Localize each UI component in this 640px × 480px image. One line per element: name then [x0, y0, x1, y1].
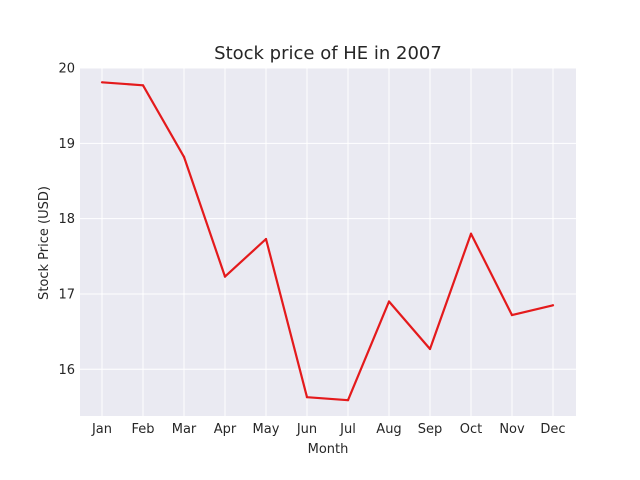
- data-point: [182, 155, 186, 158]
- y-tick-label: 20: [58, 62, 75, 77]
- data-point: [428, 347, 432, 351]
- x-axis-label: Month: [308, 442, 349, 457]
- series-layer: [100, 81, 555, 402]
- y-tick-labels: 16 17 18 19 20: [58, 62, 75, 378]
- x-tick-label: May: [253, 422, 280, 437]
- x-tick-label: Sep: [418, 422, 443, 437]
- data-point: [100, 81, 104, 84]
- data-point: [141, 84, 145, 87]
- x-tick-label: Jun: [296, 422, 317, 437]
- data-point: [551, 304, 555, 307]
- series-line: [101, 81, 554, 402]
- y-tick-label: 18: [58, 212, 75, 227]
- plot-area: [80, 68, 576, 416]
- x-tick-label: Feb: [131, 422, 154, 437]
- data-point: [223, 275, 227, 278]
- x-tick-label: Oct: [460, 422, 482, 437]
- y-axis-label: Stock Price (USD): [37, 186, 52, 300]
- x-tick-label: Jul: [339, 422, 356, 437]
- data-point: [305, 396, 309, 399]
- data-point: [264, 237, 268, 241]
- x-tick-label: Apr: [214, 422, 237, 437]
- y-tick-label: 16: [58, 363, 75, 378]
- x-tick-label: Mar: [172, 422, 197, 437]
- grid-lines: [80, 67, 576, 416]
- x-tick-label: Jan: [91, 422, 112, 437]
- x-tick-labels: Jan Feb Mar Apr May Jun Jul Aug Sep Oct Nov Dec: [91, 422, 566, 437]
- data-point: [387, 300, 391, 303]
- data-point: [469, 232, 473, 235]
- x-tick-label: Dec: [540, 422, 565, 437]
- chart-title: Stock price of HE in 2007: [214, 43, 442, 64]
- y-tick-label: 19: [58, 137, 75, 152]
- data-point: [510, 313, 514, 317]
- x-tick-label: Aug: [376, 422, 401, 437]
- x-tick-label: Nov: [499, 422, 525, 437]
- data-point: [346, 399, 350, 402]
- y-tick-label: 17: [58, 287, 75, 302]
